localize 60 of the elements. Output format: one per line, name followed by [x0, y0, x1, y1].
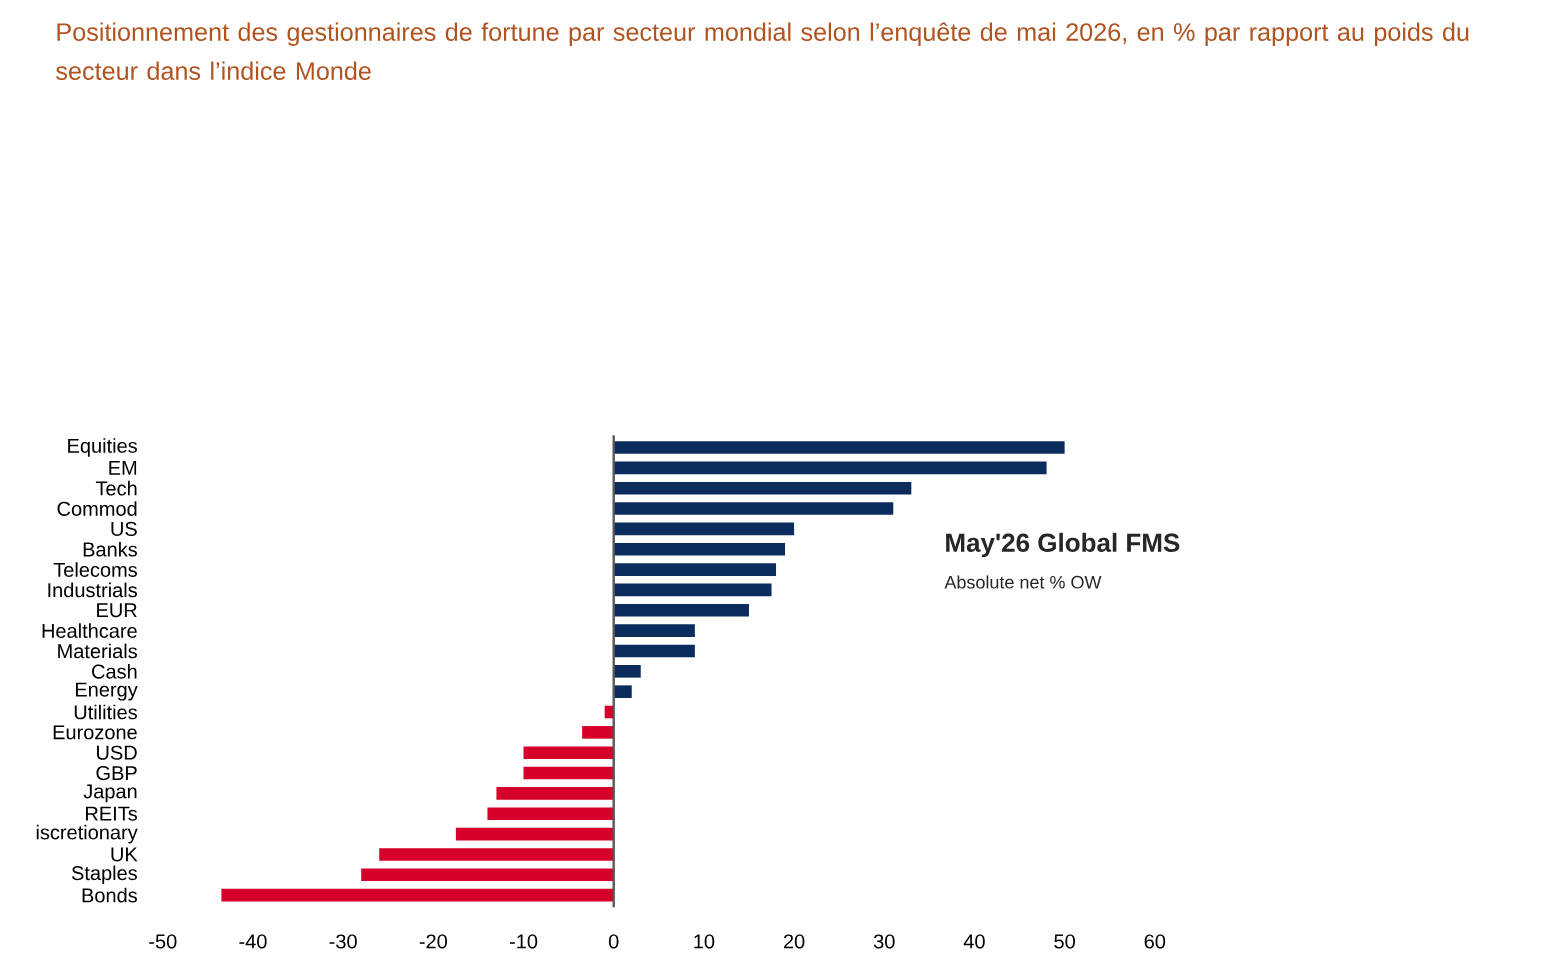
annotation: Absolute net % OW [944, 575, 1102, 589]
y-tick-label: Eurozone [53, 725, 137, 740]
x-tick-label: -50 [149, 934, 177, 949]
bar [613, 502, 894, 515]
x-tick-label: 30 [873, 934, 895, 949]
y-tick-label: Materials [58, 643, 137, 659]
y-tick-label: GBP [96, 765, 137, 781]
x-tick-label: 10 [694, 934, 715, 949]
chart-title: Positionnement des gestionnaires de fortune par secteur mondial selon l’enquête de mai 2026, en % par rapport au poids du secteur dans l’indice Monde [56, 22, 1469, 80]
bar [613, 664, 641, 678]
bar [613, 441, 1065, 454]
y-tick-label: EM [109, 460, 137, 475]
bar [613, 644, 695, 658]
y-tick-label: Staples [71, 865, 137, 885]
x-tick-label: -30 [329, 934, 357, 949]
y-tick-label: Healthcare [42, 623, 137, 638]
bar [613, 481, 912, 495]
bar [613, 583, 772, 597]
x-tick-label: 0 [608, 934, 619, 949]
bar [487, 807, 614, 820]
y-tick-label: EUR [97, 603, 137, 618]
y-tick-label: Equities [68, 438, 137, 457]
y-tick-label: US [111, 521, 137, 536]
bar [613, 624, 695, 637]
bar [613, 461, 1047, 475]
y-tick-label: Commod [57, 501, 137, 516]
y-tick-label: iscretionary [36, 824, 138, 844]
bar [613, 603, 749, 617]
bar [613, 522, 795, 536]
x-tick-label: -10 [509, 934, 538, 949]
x-tick-label: 50 [1054, 934, 1075, 949]
y-tick-label: Japan [83, 784, 137, 803]
y-tick-label: Industrials [48, 582, 137, 598]
x-tick-label: 20 [783, 934, 805, 949]
annotation: May'26 Global FMS [946, 532, 1180, 558]
y-tick-label: Tech [95, 480, 137, 496]
y-tick-label: Energy [75, 682, 138, 701]
y-tick-label: USD [97, 745, 137, 760]
y-tick-label: REITs [86, 806, 138, 821]
x-tick-label: 60 [1144, 934, 1166, 949]
bar [613, 542, 786, 556]
x-tick-label: 40 [963, 934, 985, 949]
y-tick-label: Banks [83, 541, 137, 557]
bar [523, 766, 614, 780]
x-tick-label: -40 [239, 934, 267, 949]
y-tick-label: Telecoms [53, 562, 138, 577]
x-tick-label: -20 [419, 934, 448, 949]
y-tick-label: Utilities [74, 704, 137, 720]
bar [582, 725, 614, 739]
y-tick-label: Bonds [82, 887, 137, 903]
bar [221, 888, 614, 902]
bar [361, 868, 614, 882]
y-tick-label: UK [111, 847, 138, 862]
bar [455, 827, 614, 841]
bar [496, 787, 614, 800]
bar [613, 685, 632, 698]
y-tick-label: Cash [92, 663, 137, 679]
bar [379, 848, 614, 861]
bar [523, 746, 614, 759]
bar [613, 563, 777, 576]
